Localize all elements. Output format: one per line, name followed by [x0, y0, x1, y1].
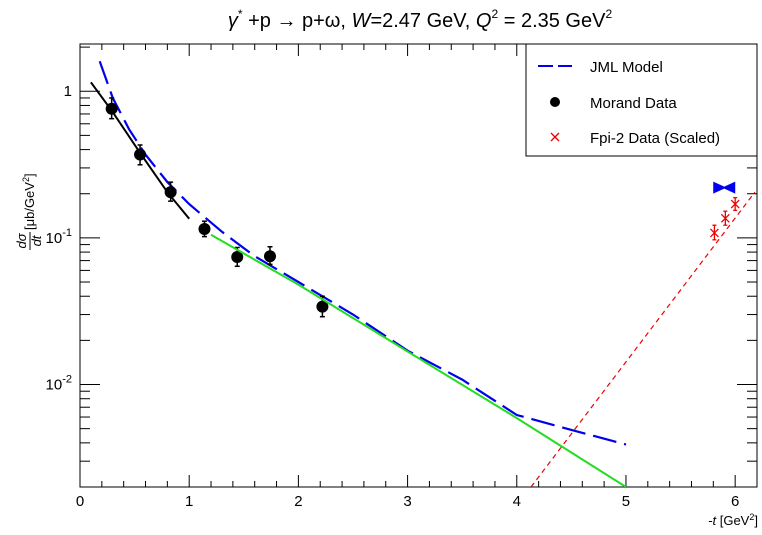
morand-data-point — [231, 251, 244, 264]
legend-label-fpi2-data: Fpi-2 Data (Scaled) — [590, 130, 720, 147]
morand-data-point — [263, 250, 276, 263]
chart-title: γ* +p → p+ω, W=2.47 GeV, Q2 = 2.35 GeV2 — [228, 7, 613, 32]
x-tick-label: 4 — [513, 493, 521, 510]
morand-data-point — [316, 300, 329, 313]
legend-label-morand-data: Morand Data — [590, 95, 677, 112]
y-label-numerator: dσ — [14, 232, 29, 248]
morand-data-point — [198, 222, 211, 235]
y-label-denominator: dt — [29, 234, 44, 246]
y-axis-label: dσ dt [μb/GeV2] — [14, 173, 44, 250]
legend: JML Model Morand Data Fpi-2 Data (Scaled… — [525, 43, 758, 157]
legend-label-jml-model: JML Model — [590, 59, 663, 76]
x-tick-label: 2 — [294, 493, 302, 510]
x-axis-label: -t [GeV2] — [708, 512, 758, 528]
y-label-unit: [μb/GeV2] — [21, 173, 37, 230]
x-tick-label: 3 — [403, 493, 411, 510]
y-tick-label: 10-1 — [46, 227, 72, 247]
fpi2-data-point-stroke — [730, 199, 740, 209]
plot-area — [90, 60, 756, 487]
series-line-0 — [98, 60, 627, 446]
morand-data-point — [164, 186, 177, 199]
plot-frame — [79, 43, 758, 488]
legend-item-morand-data: Morand Data — [550, 95, 677, 112]
fpi2-data-point-stroke — [709, 228, 719, 238]
blue-bowtie-marker — [713, 181, 736, 194]
x-tick-label: 6 — [731, 493, 739, 510]
x-tick-label: 1 — [185, 493, 193, 510]
axis-tick-labels: 0 1 2 3 4 5 6 1 10-1 10-2 — [46, 83, 740, 510]
y-tick-label: 10-2 — [46, 374, 72, 394]
legend-item-fpi2-data: Fpi-2 Data (Scaled) — [550, 130, 720, 147]
series-line-4 — [90, 81, 190, 220]
series-line-5 — [210, 233, 627, 487]
series-line-3 — [530, 191, 756, 487]
x-tick-label: 0 — [76, 493, 84, 510]
y-tick-label: 1 — [64, 83, 72, 100]
fpi2-data-point-stroke — [720, 213, 730, 223]
legend-item-jml-model: JML Model — [538, 59, 663, 76]
x-tick-label: 5 — [622, 493, 630, 510]
legend-box — [525, 43, 758, 157]
